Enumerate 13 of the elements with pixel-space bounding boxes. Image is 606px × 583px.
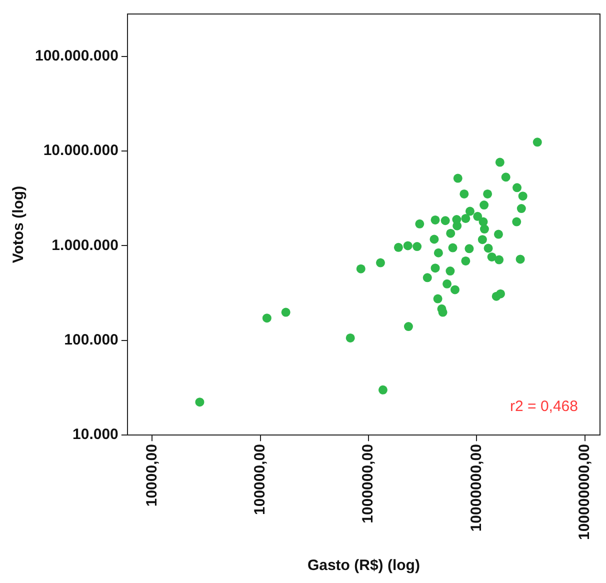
y-tick-label: 1.000.000: [52, 236, 118, 254]
y-tick-label: 10.000: [72, 426, 118, 444]
x-tick-label: 100000000,00: [576, 444, 593, 540]
y-axis-title: Votos (log): [10, 186, 28, 264]
y-tick-label: 100.000.000: [34, 47, 118, 64]
x-tick-label: 10000,00: [143, 444, 160, 507]
x-tick-label: 100000,00: [252, 444, 269, 515]
x-tick-label: 10000000,00: [468, 444, 485, 532]
y-tick-label: 100.000: [64, 332, 118, 349]
x-axis-title: Gasto (R$) (log): [307, 557, 420, 574]
y-tick-label: 10.000.000: [43, 142, 118, 160]
annotation: r2 = 0,468: [510, 398, 578, 416]
x-tick-label: 1000000,00: [360, 444, 377, 524]
